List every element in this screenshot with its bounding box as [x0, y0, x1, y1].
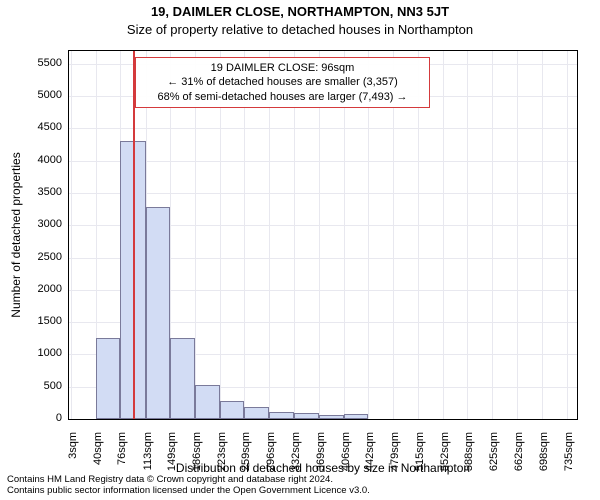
y-tick-label: 3000 [12, 218, 62, 230]
x-tick [344, 419, 345, 420]
x-tick [393, 419, 394, 420]
x-tick-label: 113sqm [142, 432, 154, 492]
gridline-v [71, 51, 72, 419]
y-tick-label: 500 [12, 380, 62, 392]
y-tick [68, 419, 69, 420]
x-tick-label: 149sqm [166, 432, 178, 492]
y-tick-label: 5500 [12, 57, 62, 69]
y-tick-label: 1500 [12, 315, 62, 327]
x-tick [96, 419, 97, 420]
x-tick [418, 419, 419, 420]
gridline-v [492, 51, 493, 419]
x-tick-label: 698sqm [538, 432, 550, 492]
x-tick-label: 223sqm [216, 432, 228, 492]
x-tick-label: 735sqm [563, 432, 575, 492]
x-tick [467, 419, 468, 420]
y-tick-label: 5000 [12, 89, 62, 101]
x-tick-label: 662sqm [513, 432, 525, 492]
x-tick [443, 419, 444, 420]
y-tick-label: 0 [12, 412, 62, 424]
x-tick [542, 419, 543, 420]
y-tick [68, 161, 69, 162]
x-tick [195, 419, 196, 420]
y-tick [68, 225, 69, 226]
y-tick [68, 258, 69, 259]
gridline-v [443, 51, 444, 419]
y-tick [68, 354, 69, 355]
x-tick-label: 76sqm [116, 432, 128, 492]
y-tick [68, 128, 69, 129]
y-tick [68, 96, 69, 97]
y-tick [68, 193, 69, 194]
histogram-bar [344, 414, 368, 419]
y-tick-label: 1000 [12, 347, 62, 359]
x-tick [319, 419, 320, 420]
y-tick-label: 3500 [12, 186, 62, 198]
histogram-bar [319, 415, 344, 419]
histogram-bar [220, 401, 244, 419]
histogram-bar [294, 413, 319, 419]
x-tick-label: 479sqm [389, 432, 401, 492]
chart-container: { "titles": { "main": "19, DAIMLER CLOSE… [0, 0, 600, 500]
histogram-bar [195, 385, 220, 419]
x-tick [368, 419, 369, 420]
y-tick [68, 64, 69, 65]
gridline-v [567, 51, 568, 419]
x-tick-label: 552sqm [439, 432, 451, 492]
y-tick-label: 4000 [12, 154, 62, 166]
x-tick [220, 419, 221, 420]
x-tick-label: 3sqm [67, 432, 79, 492]
x-tick [567, 419, 568, 420]
chart-subtitle: Size of property relative to detached ho… [0, 22, 600, 37]
x-tick [146, 419, 147, 420]
gridline-h [69, 128, 577, 129]
x-tick [492, 419, 493, 420]
y-tick [68, 387, 69, 388]
annotation-line-1: 19 DAIMLER CLOSE: 96sqm [142, 61, 423, 75]
x-tick-label: 625sqm [488, 432, 500, 492]
x-tick [170, 419, 171, 420]
y-tick-label: 4500 [12, 121, 62, 133]
x-tick-label: 588sqm [463, 432, 475, 492]
histogram-bar [244, 407, 269, 419]
annotation-box: 19 DAIMLER CLOSE: 96sqm ← 31% of detache… [135, 57, 430, 108]
histogram-bar [170, 338, 195, 419]
y-tick [68, 322, 69, 323]
x-tick-label: 186sqm [191, 432, 203, 492]
annotation-line-2: ← 31% of detached houses are smaller (3,… [142, 75, 423, 89]
x-tick-label: 332sqm [290, 432, 302, 492]
gridline-v [517, 51, 518, 419]
histogram-bar [146, 207, 170, 419]
y-tick-label: 2500 [12, 251, 62, 263]
x-tick-label: 442sqm [364, 432, 376, 492]
x-tick-label: 515sqm [414, 432, 426, 492]
x-tick-label: 40sqm [92, 432, 104, 492]
annotation-line-3: 68% of semi-detached houses are larger (… [142, 90, 423, 104]
x-tick [71, 419, 72, 420]
y-tick [68, 290, 69, 291]
chart-title: 19, DAIMLER CLOSE, NORTHAMPTON, NN3 5JT [0, 4, 600, 19]
x-tick-label: 369sqm [315, 432, 327, 492]
x-tick-label: 259sqm [240, 432, 252, 492]
x-tick-label: 296sqm [265, 432, 277, 492]
y-tick-label: 2000 [12, 283, 62, 295]
x-tick [120, 419, 121, 420]
x-tick [294, 419, 295, 420]
plot-area: 19 DAIMLER CLOSE: 96sqm ← 31% of detache… [68, 50, 578, 420]
gridline-h [69, 419, 577, 420]
histogram-bar [269, 412, 293, 419]
gridline-v [542, 51, 543, 419]
histogram-bar [96, 338, 120, 419]
x-tick [517, 419, 518, 420]
x-tick [244, 419, 245, 420]
x-tick [269, 419, 270, 420]
x-tick-label: 406sqm [340, 432, 352, 492]
gridline-v [467, 51, 468, 419]
